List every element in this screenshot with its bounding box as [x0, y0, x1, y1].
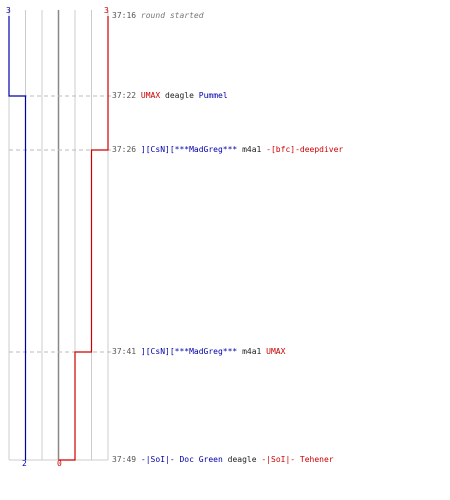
event-killer: ][CsN][***MadGreg*** — [140, 145, 238, 154]
event-row: 37:49 -|SoI|- Doc Green deagle -|SoI|- T… — [112, 455, 334, 465]
event-row: 37:16 round started — [112, 11, 204, 21]
event-row: 37:26 ][CsN][***MadGreg*** m4a1 -[bfc]-d… — [112, 145, 343, 155]
event-killer: UMAX — [140, 91, 161, 100]
event-message: round started — [140, 11, 204, 20]
event-weapon: deagle — [227, 455, 257, 464]
event-killer: -|SoI|- Doc Green — [140, 455, 223, 464]
event-time: 37:26 — [112, 145, 137, 154]
red-team-alive-line — [58, 16, 109, 461]
blue-end-count: 2 — [22, 459, 27, 468]
event-weapon: deagle — [165, 91, 194, 100]
event-weapon: m4a1 — [242, 145, 262, 154]
event-killer: ][CsN][***MadGreg*** — [140, 347, 238, 356]
red-start-count: 3 — [104, 6, 109, 15]
event-guide-lines — [9, 95, 112, 353]
event-victim: Pummel — [198, 91, 228, 100]
event-row: 37:41 ][CsN][***MadGreg*** m4a1 UMAX — [112, 347, 285, 357]
event-victim: -|SoI|- Tehener — [261, 455, 334, 464]
event-victim: UMAX — [266, 347, 286, 356]
grid-lines — [8, 10, 109, 461]
event-time: 37:16 — [112, 11, 137, 20]
event-time: 37:22 — [112, 91, 137, 100]
red-end-count: 0 — [57, 459, 62, 468]
team-alive-lines — [8, 16, 109, 461]
event-time: 37:49 — [112, 455, 137, 464]
event-row: 37:22 UMAX deagle Pummel — [112, 91, 228, 101]
blue-team-alive-line — [8, 16, 27, 460]
event-weapon: m4a1 — [242, 347, 262, 356]
event-victim: -[bfc]-deepdiver — [266, 145, 344, 154]
event-time: 37:41 — [112, 347, 137, 356]
blue-start-count: 3 — [6, 6, 11, 15]
